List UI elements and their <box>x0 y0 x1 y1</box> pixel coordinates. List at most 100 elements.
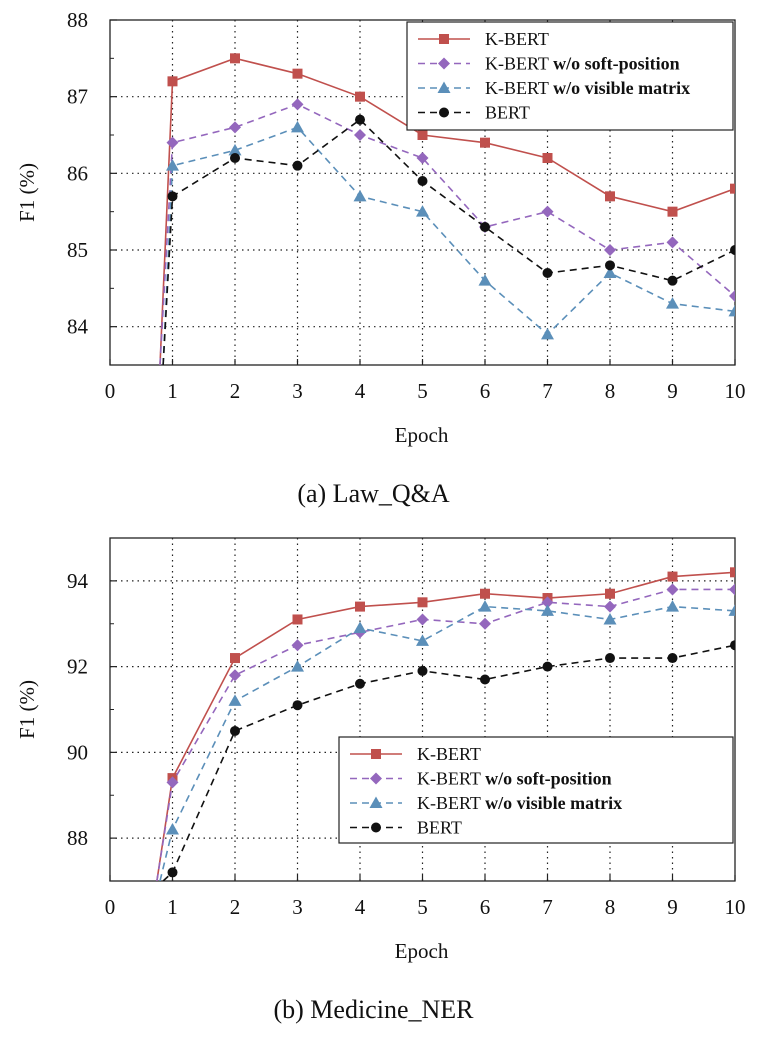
legend-marker-1 <box>438 57 450 70</box>
legend-label-bold: w/o visible matrix <box>485 793 622 813</box>
data-point <box>166 136 179 149</box>
data-point <box>542 268 553 278</box>
tick-label-x: 2 <box>230 379 241 403</box>
tick-label-x: 4 <box>355 379 366 403</box>
data-point <box>417 665 428 676</box>
legend-box <box>338 736 734 844</box>
legend-label-main: K-BERT <box>485 29 549 49</box>
data-point <box>667 571 678 582</box>
tick-label-y: 84 <box>67 315 89 339</box>
data-point <box>605 588 615 599</box>
series-line-1 <box>159 103 735 365</box>
tick-label-x: 9 <box>667 895 678 919</box>
data-point <box>166 776 179 789</box>
data-point <box>478 600 492 612</box>
legend-marker-0 <box>371 749 381 759</box>
data-point <box>229 669 241 682</box>
legend-label-0: K-BERT <box>485 29 549 49</box>
data-point <box>729 583 735 596</box>
data-point <box>729 290 735 302</box>
data-point <box>667 653 678 664</box>
data-point <box>666 297 679 309</box>
tick-label-y: 90 <box>67 740 88 764</box>
tick-label-y: 85 <box>67 238 88 262</box>
data-point <box>292 700 303 711</box>
data-point <box>666 600 679 612</box>
legend-marker-2 <box>369 796 383 808</box>
data-point <box>480 588 490 599</box>
legend-label-bold: w/o soft-position <box>553 54 680 74</box>
tick-label-x: 1 <box>167 895 178 919</box>
data-point <box>666 583 679 596</box>
data-point <box>728 304 735 317</box>
tick-label-x: 0 <box>105 895 116 919</box>
legend-label-main: K-BERT <box>417 744 481 764</box>
legend-label-2: K-BERT w/o visible matrix <box>417 793 622 813</box>
tick-label-y: 94 <box>67 569 89 593</box>
tick-label-x: 10 <box>725 379 746 403</box>
data-point <box>478 274 492 286</box>
legend-label-1: K-BERT w/o soft-position <box>485 54 680 74</box>
legend-label-1: K-BERT w/o soft-position <box>417 769 612 789</box>
tick-label-y: 86 <box>67 161 88 185</box>
y-axis-label: F1 (%) <box>15 163 39 222</box>
data-point <box>605 653 615 664</box>
tick-label-x: 1 <box>167 379 178 403</box>
data-point <box>417 130 428 140</box>
tick-label-x: 2 <box>230 895 241 919</box>
data-point <box>542 661 553 672</box>
legend-label-main: BERT <box>485 103 530 123</box>
data-point <box>730 183 735 194</box>
y-axis-label: F1 (%) <box>15 680 39 739</box>
data-point <box>230 153 240 163</box>
legend-label-3: BERT <box>485 103 530 123</box>
legend-marker-3 <box>371 822 381 833</box>
series-line-2 <box>162 126 735 365</box>
data-point <box>541 604 554 616</box>
data-point <box>603 612 617 625</box>
data-point <box>228 694 242 706</box>
data-point <box>480 137 490 148</box>
data-point <box>167 191 178 202</box>
tick-label-x: 5 <box>417 895 428 919</box>
data-point <box>167 76 178 87</box>
legend-marker-1 <box>370 772 382 785</box>
tick-label-x: 9 <box>667 379 678 403</box>
data-point <box>479 617 491 630</box>
tick-label-x: 7 <box>542 379 553 403</box>
tick-label-x: 6 <box>480 895 491 919</box>
data-point <box>292 68 303 79</box>
legend-label-2: K-BERT w/o visible matrix <box>485 78 690 98</box>
data-point <box>416 152 429 164</box>
data-point <box>605 260 615 271</box>
data-point <box>541 205 554 218</box>
series-line-2 <box>159 605 735 881</box>
data-point <box>291 120 304 133</box>
data-point <box>541 596 554 609</box>
data-point <box>292 160 303 171</box>
data-point <box>166 823 179 835</box>
data-point <box>480 222 490 232</box>
data-point <box>730 245 735 255</box>
data-point <box>666 236 679 249</box>
tick-label-x: 6 <box>480 379 491 403</box>
tick-label-x: 5 <box>417 379 428 403</box>
x-axis-label: Epoch <box>395 939 449 963</box>
data-point <box>230 725 240 736</box>
data-point <box>353 621 367 634</box>
data-point <box>480 674 490 685</box>
tick-label-x: 3 <box>292 379 303 403</box>
tick-label-y: 87 <box>67 85 88 109</box>
x-axis-label: Epoch <box>395 423 449 447</box>
data-point <box>354 129 366 141</box>
data-point <box>730 640 735 651</box>
plot-area <box>156 567 735 881</box>
data-point <box>416 634 429 646</box>
data-point <box>355 91 365 102</box>
data-point <box>228 143 242 156</box>
tick-label-x: 7 <box>542 895 553 919</box>
data-point <box>542 153 553 163</box>
legend-label-main: K-BERT <box>485 54 553 74</box>
